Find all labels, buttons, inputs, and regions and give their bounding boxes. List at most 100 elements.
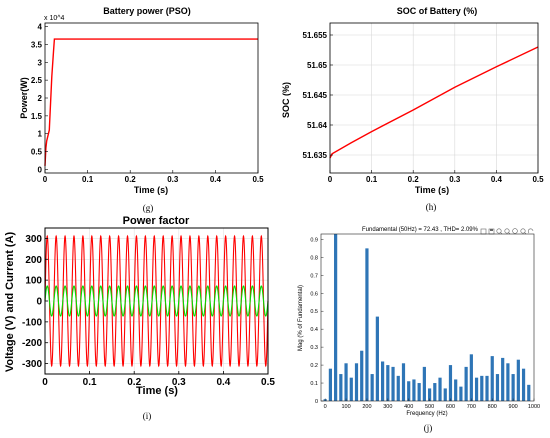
panel-j-bar xyxy=(433,383,437,401)
panel-h-x-tick-label: 0.2 xyxy=(408,175,420,184)
panel-j-y-tick-label: 0.2 xyxy=(310,363,318,369)
panel-g-ylabel: Power(W) xyxy=(19,77,29,119)
panel-j-bar xyxy=(401,363,406,401)
panel-j-bar xyxy=(438,377,442,401)
panel-g-x-tick-label: 0.3 xyxy=(167,175,179,184)
panel-i-y-tick-label: 100 xyxy=(25,276,42,287)
panel-h-y-tick-label: 51.64 xyxy=(307,121,328,130)
panel-j-x-tick-label: 800 xyxy=(488,404,497,410)
panel-g-axes-box xyxy=(44,22,259,174)
panel-g-y-tick-label: 1 xyxy=(38,130,43,139)
panel-j-x-tick-label: 1000 xyxy=(528,404,540,410)
panel-j-y-tick-label: 0.9 xyxy=(310,237,318,243)
panel-j-bar xyxy=(448,365,453,401)
panel-j-x-tick-label: 600 xyxy=(446,404,455,410)
rotate-icon[interactable] xyxy=(527,228,534,234)
panel-g-y-tick-label: 3.5 xyxy=(31,40,43,49)
panel-j-x-tick-label: 500 xyxy=(425,404,434,410)
panel-g: Battery power (PSO) x 10^4 0 0.1 0.2 0.3 0.4… xyxy=(19,6,264,213)
panel-j-bar xyxy=(485,375,489,401)
panel-i-x-tick-label: 0.2 xyxy=(127,377,141,388)
panel-h-xlabel: Time (s) xyxy=(415,185,449,195)
panel-j-ylabel: Mag (% of Fundamental) xyxy=(298,285,304,351)
panel-i-series-line-1 xyxy=(44,285,269,317)
panel-g-y-tick-label: 2.5 xyxy=(31,76,43,85)
panel-j-x-tick-label: 700 xyxy=(467,404,476,410)
panel-h-x-tick-label: 0.4 xyxy=(491,175,503,184)
panel-j-bar xyxy=(407,381,411,401)
panel-j-bar xyxy=(344,363,348,401)
panel-j-x-tick-label: 300 xyxy=(383,404,392,410)
panel-g-title: Battery power (PSO) xyxy=(103,6,191,16)
panel-h-x-tick-label: 0.1 xyxy=(366,175,378,184)
panel-j-bar xyxy=(469,354,473,401)
panel-j-bar xyxy=(459,386,463,401)
panel-i-y-tick-label: -200 xyxy=(22,338,42,349)
panel-j-bar xyxy=(516,359,520,401)
panel-g-caption: (g) xyxy=(143,203,154,213)
panel-j-bar xyxy=(412,379,416,401)
panel-j-bar xyxy=(422,366,426,401)
panel-h-series-line xyxy=(329,46,539,159)
panel-g-xlabel: Time (s) xyxy=(134,185,168,195)
panel-j-bar xyxy=(360,350,364,401)
panel-g-series-line xyxy=(44,38,258,166)
panel-g-y-tick-label: 3 xyxy=(38,58,43,67)
panel-j-bar xyxy=(386,365,390,401)
panel-h-x-tick-label: 0.3 xyxy=(449,175,461,184)
panel-j-bar xyxy=(454,379,458,401)
panel-j-xlabel: Frequency (Hz) xyxy=(406,411,447,417)
panel-h-x-tick-label: 0 xyxy=(328,175,333,184)
panel-g-exponent: x 10^4 xyxy=(44,15,65,22)
panel-j-bar xyxy=(370,374,374,401)
panel-i: Power factor 0 0.1 0.2 0.3 0.4 0.53002001000-… xyxy=(4,215,275,421)
panel-h-y-tick-label: 51.635 xyxy=(303,151,328,160)
panel-j-bar xyxy=(334,234,338,401)
panel-g-x-tick-label: 0.1 xyxy=(82,175,94,184)
panel-h-title: SOC of Battery (%) xyxy=(397,6,478,16)
panel-g-y-tick-label: 0 xyxy=(38,165,43,174)
panel-j-bar xyxy=(521,368,526,401)
panel-j-bar xyxy=(443,388,447,401)
panel-j-bar xyxy=(511,374,515,401)
panel-j-x-tick-label: 100 xyxy=(341,404,350,410)
panel-j: Fundamental (50Hz) = 72.43 , THD= 2.09% … xyxy=(298,226,541,433)
panel-j-axes-box xyxy=(320,233,535,402)
panel-j-bar xyxy=(381,361,385,401)
panel-j-bar xyxy=(417,383,421,401)
panel-g-y-tick-label: 2 xyxy=(38,94,43,103)
pan-icon[interactable] xyxy=(512,228,518,234)
panel-i-y-tick-label: -100 xyxy=(22,317,42,328)
panel-i-y-tick-label: -300 xyxy=(22,359,42,370)
panel-i-ylabel: Voltage (V) and Current (A) xyxy=(4,231,16,372)
panel-g-x-tick-label: 0 xyxy=(43,175,48,184)
panel-h-y-tick-label: 51.65 xyxy=(307,61,328,70)
panel-i-title: Power factor xyxy=(123,215,190,227)
panel-i-x-tick-label: 0.4 xyxy=(216,377,230,388)
panel-j-y-tick-label: 0.3 xyxy=(310,345,318,351)
panel-g-x-tick-label: 0.5 xyxy=(252,175,264,184)
panel-h-y-tick-label: 51.655 xyxy=(303,31,328,40)
panel-j-bar xyxy=(391,366,395,401)
panel-j-y-tick-label: 0.7 xyxy=(310,273,318,279)
panel-i-x-tick-label: 0.1 xyxy=(83,377,97,388)
panel-j-bar xyxy=(427,388,432,401)
panel-i-x-tick-label: 0.5 xyxy=(261,377,275,388)
panel-i-y-tick-label: 200 xyxy=(25,255,42,266)
panel-h: SOC of Battery (%) 0 0.1 0.2 0.3 0.4 0.5 51.63… xyxy=(281,6,544,212)
panel-j-x-tick-label: 0 xyxy=(324,404,327,410)
panel-j-bar xyxy=(506,363,510,401)
panel-j-bar xyxy=(328,368,332,401)
panel-h-ylabel: SOC (%) xyxy=(281,82,291,118)
panel-j-y-tick-label: 0.5 xyxy=(310,309,318,315)
panel-j-x-tick-label: 400 xyxy=(404,404,413,410)
panel-j-bar xyxy=(375,316,379,401)
panel-g-y-tick-label: 1.5 xyxy=(31,112,43,121)
panel-i-caption: (i) xyxy=(143,411,152,421)
panel-i-x-tick-label: 0.3 xyxy=(172,377,186,388)
panel-i-y-tick-label: 300 xyxy=(25,234,42,245)
panel-j-bar xyxy=(480,375,484,401)
panel-j-bar xyxy=(464,366,468,401)
panel-j-bar xyxy=(490,356,494,401)
